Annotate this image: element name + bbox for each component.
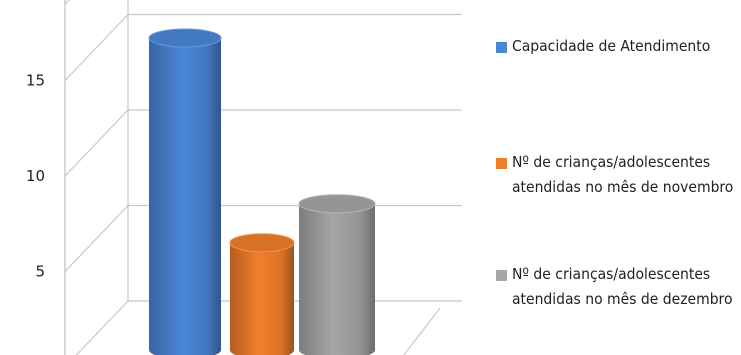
floor-edge (403, 307, 441, 355)
gridline-depth (64, 0, 70, 5)
bar-cylinder (149, 38, 221, 355)
bar-cylinder-top (229, 233, 295, 253)
chart-legend: Capacidade de Atendimento Nº de crianças… (496, 0, 741, 355)
legend-label-novembro: Nº de crianças/adolescentes atendidas no… (512, 153, 734, 196)
bar-cylinder (299, 203, 375, 355)
gridline-depth (64, 109, 129, 177)
legend-label-dezembro: Nº de crianças/adolescentes atendidas no… (512, 265, 733, 308)
legend-swatch-novembro (496, 158, 507, 169)
y-tick-label: 5 (35, 263, 45, 281)
gridline-depth (75, 300, 129, 355)
bar-cylinder (230, 242, 294, 355)
legend-label-capacidade: Capacidade de Atendimento (512, 37, 711, 55)
gridline-depth (64, 14, 129, 81)
y-tick-label: 15 (26, 72, 45, 90)
bar-cylinder-top (148, 28, 222, 48)
gridline-depth (64, 205, 129, 272)
legend-swatch-dezembro (496, 270, 507, 281)
bar-cylinder-top (298, 194, 376, 214)
legend-swatch-capacidade (496, 42, 507, 53)
y-tick-label: 10 (26, 167, 45, 185)
